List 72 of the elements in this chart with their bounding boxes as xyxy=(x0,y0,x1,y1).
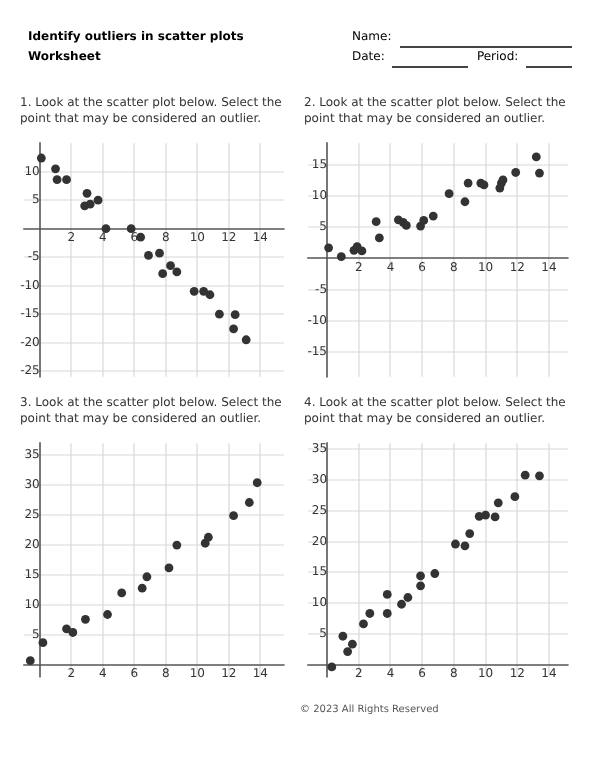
point xyxy=(229,324,238,334)
point xyxy=(164,563,174,573)
point xyxy=(343,647,353,656)
point xyxy=(371,217,381,227)
point xyxy=(93,195,103,205)
point xyxy=(382,609,392,618)
point xyxy=(230,310,240,320)
point xyxy=(205,290,215,300)
point xyxy=(510,492,520,502)
point xyxy=(347,639,357,649)
point xyxy=(85,199,95,209)
point xyxy=(82,188,92,198)
point xyxy=(144,251,153,260)
point xyxy=(172,540,182,550)
point xyxy=(155,248,164,258)
point xyxy=(229,511,238,521)
point xyxy=(252,478,262,488)
point xyxy=(511,168,521,177)
point xyxy=(244,498,254,507)
point xyxy=(535,168,544,178)
point xyxy=(166,261,175,271)
point xyxy=(51,164,60,174)
point xyxy=(103,610,112,619)
point xyxy=(68,628,78,637)
point xyxy=(142,572,152,582)
point xyxy=(428,211,438,221)
point xyxy=(117,588,127,598)
point xyxy=(520,470,530,480)
point xyxy=(81,614,90,624)
point xyxy=(416,571,425,581)
point xyxy=(241,335,251,345)
point xyxy=(214,309,224,319)
point xyxy=(481,510,490,520)
point xyxy=(490,512,500,522)
point xyxy=(137,583,147,593)
point xyxy=(444,189,454,199)
point xyxy=(338,631,348,641)
point xyxy=(172,267,182,277)
point xyxy=(36,153,46,163)
point xyxy=(493,498,503,508)
point xyxy=(451,539,460,549)
point xyxy=(465,529,475,538)
point xyxy=(25,656,35,666)
point xyxy=(38,638,48,648)
point xyxy=(460,541,470,551)
point xyxy=(403,593,413,602)
point xyxy=(359,619,368,629)
point xyxy=(62,175,71,185)
point xyxy=(189,286,199,296)
point xyxy=(357,246,367,256)
point xyxy=(365,609,375,618)
point xyxy=(52,175,62,185)
point xyxy=(101,224,111,234)
point xyxy=(419,216,429,225)
point xyxy=(62,624,71,634)
point xyxy=(203,532,213,542)
point xyxy=(136,232,146,242)
point xyxy=(416,581,425,591)
point xyxy=(158,269,168,279)
point xyxy=(324,243,334,253)
point xyxy=(460,197,470,207)
point xyxy=(327,662,337,672)
point xyxy=(382,590,392,599)
point xyxy=(374,233,384,243)
point xyxy=(336,252,346,261)
point xyxy=(535,471,544,481)
point xyxy=(531,152,541,162)
point xyxy=(397,599,406,609)
point xyxy=(199,286,209,296)
point xyxy=(126,224,136,234)
point xyxy=(430,569,440,578)
point xyxy=(463,178,473,188)
